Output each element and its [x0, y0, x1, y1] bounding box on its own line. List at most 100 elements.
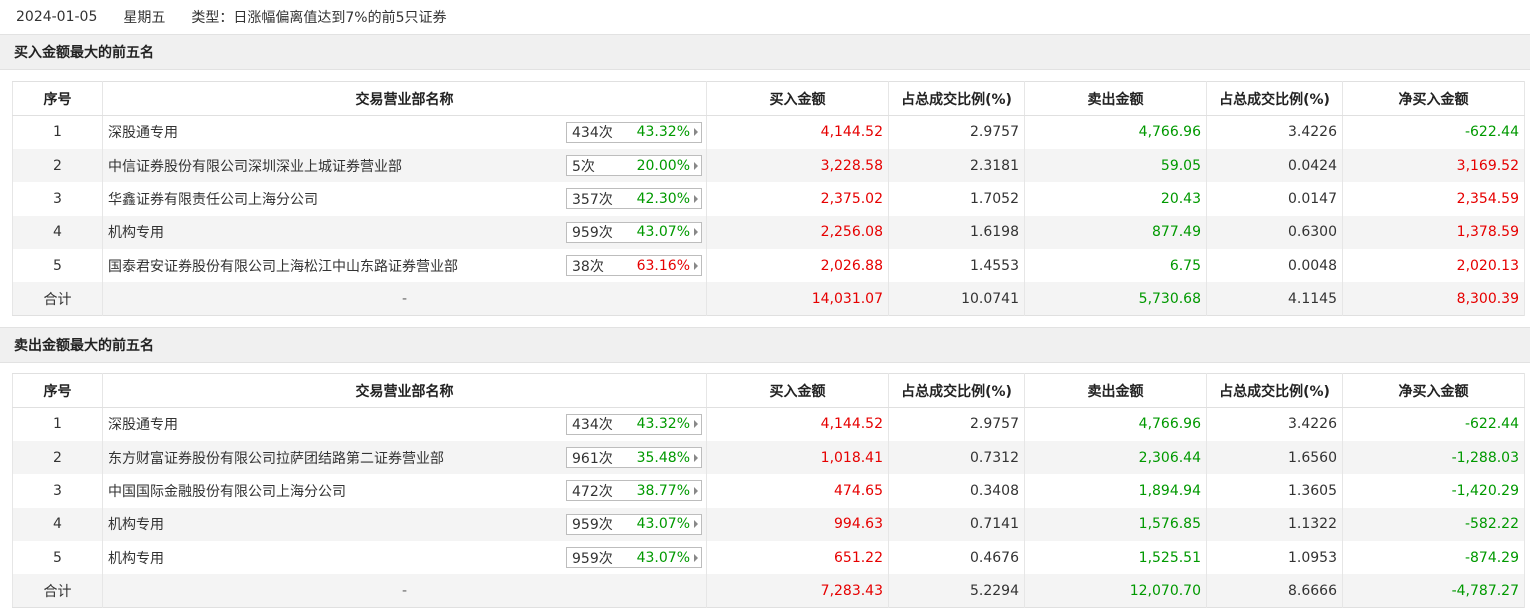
sell-amount: 59.05	[1024, 148, 1207, 183]
branch-name: 深股通专用	[108, 417, 178, 434]
buy-amount: 2,026.88	[706, 249, 889, 283]
branch-history-button[interactable]: 961次 35.48%	[566, 447, 702, 469]
buy-ratio: 2.9757	[888, 115, 1025, 149]
total-row: 合计 -7,283.43 5.2294 12,070.70 8.6666 -4,787.2…	[12, 574, 1525, 608]
branch-name-wrap: 中信证券股份有限公司深圳深业上城证券营业部 5次 20.00%	[108, 155, 706, 177]
branch-name: 中信证券股份有限公司深圳深业上城证券营业部	[108, 158, 402, 175]
branch-name-cell: 深股通专用 434次 43.32%	[102, 115, 707, 149]
branch-history-button[interactable]: 434次 43.32%	[566, 413, 702, 435]
branch-name-wrap: 机构专用 959次 43.07%	[108, 513, 706, 535]
buy-amount: 2,256.08	[706, 215, 889, 250]
col-header-buy-amount: 买入金额	[706, 81, 889, 116]
branch-name-cell: 机构专用 959次 43.07%	[102, 541, 707, 575]
branch-name: 东方财富证券股份有限公司拉萨团结路第二证券营业部	[108, 450, 444, 467]
buy-ratio: 0.3408	[888, 474, 1025, 508]
sell-ratio: 1.1322	[1206, 507, 1343, 542]
appearance-count: 5次	[572, 158, 595, 175]
caret-right-icon	[694, 453, 698, 462]
total-label: 合计	[12, 574, 103, 608]
total-label: 合计	[12, 282, 103, 316]
net-buy-amount: 2,020.13	[1342, 249, 1525, 283]
buy-amount: 3,228.58	[706, 148, 889, 183]
appearance-count: 959次	[572, 550, 613, 567]
net-buy-amount: 2,354.59	[1342, 182, 1525, 216]
sell-amount: 20.43	[1024, 182, 1207, 216]
net-buy-amount: -622.44	[1342, 115, 1525, 149]
table-row: 3 中国国际金融股份有限公司上海分公司 472次 38.77% 474.65 0.3408…	[12, 474, 1525, 508]
sell-ratio: 1.6560	[1206, 440, 1343, 475]
col-header-sell-ratio: 占总成交比例(%)	[1206, 373, 1343, 408]
branch-name-wrap: 深股通专用 434次 43.32%	[108, 121, 706, 143]
branch-name-wrap: 华鑫证券有限责任公司上海分公司 357次 42.30%	[108, 188, 706, 210]
sell-amount: 4,766.96	[1024, 407, 1207, 441]
branch-name-wrap: 机构专用 959次 43.07%	[108, 221, 706, 243]
success-rate: 43.32%	[636, 124, 690, 141]
buy-amount: 651.22	[706, 541, 889, 575]
branch-name: 国泰君安证券股份有限公司上海松江中山东路证券营业部	[108, 258, 458, 275]
col-header-sell-amount: 卖出金额	[1024, 373, 1207, 408]
total-branch-placeholder: -	[102, 574, 707, 608]
row-index: 3	[12, 474, 103, 508]
branch-name-wrap: 国泰君安证券股份有限公司上海松江中山东路证券营业部 38次 63.16%	[108, 255, 706, 277]
branch-name-cell: 中国国际金融股份有限公司上海分公司 472次 38.77%	[102, 474, 707, 508]
branch-name-cell: 国泰君安证券股份有限公司上海松江中山东路证券营业部 38次 63.16%	[102, 249, 707, 283]
sell-amount: 1,525.51	[1024, 541, 1207, 575]
buy-ratio: 0.7312	[888, 440, 1025, 475]
col-header-index: 序号	[12, 81, 103, 116]
table-row: 5 机构专用 959次 43.07% 651.22 0.4676 1,525.51 1.095…	[12, 541, 1525, 575]
trade-weekday: 星期五	[123, 10, 166, 26]
branch-name: 机构专用	[108, 225, 164, 242]
total-buy-amount: 14,031.07	[706, 282, 889, 316]
caret-right-icon	[694, 228, 698, 237]
row-index: 1	[12, 407, 103, 441]
sell-ratio: 1.0953	[1206, 541, 1343, 575]
branch-name-cell: 华鑫证券有限责任公司上海分公司 357次 42.30%	[102, 182, 707, 216]
caret-right-icon	[694, 261, 698, 270]
sell-amount: 4,766.96	[1024, 115, 1207, 149]
buy-top5-table: 序号 交易营业部名称 买入金额 占总成交比例(%) 卖出金额 占总成交比例(%)…	[12, 81, 1525, 316]
table-row: 3 华鑫证券有限责任公司上海分公司 357次 42.30% 2,375.02 1.7052…	[12, 182, 1525, 216]
buy-amount: 2,375.02	[706, 182, 889, 216]
sell-ratio: 0.0147	[1206, 182, 1343, 216]
branch-name-cell: 机构专用 959次 43.07%	[102, 507, 707, 542]
appearance-count: 38次	[572, 258, 604, 275]
success-rate: 43.32%	[636, 416, 690, 433]
appearance-count: 959次	[572, 225, 613, 242]
branch-name-wrap: 东方财富证券股份有限公司拉萨团结路第二证券营业部 961次 35.48%	[108, 447, 706, 469]
branch-history-button[interactable]: 959次 43.07%	[566, 547, 702, 569]
caret-right-icon	[694, 553, 698, 562]
row-index: 2	[12, 440, 103, 475]
total-buy-ratio: 5.2294	[888, 574, 1025, 608]
sell-ratio: 3.4226	[1206, 407, 1343, 441]
col-header-branch-name: 交易营业部名称	[102, 81, 707, 116]
net-buy-amount: 1,378.59	[1342, 215, 1525, 250]
total-net-buy: -4,787.27	[1342, 574, 1525, 608]
buy-ratio: 1.4553	[888, 249, 1025, 283]
buy-amount: 4,144.52	[706, 115, 889, 149]
sell-amount: 2,306.44	[1024, 440, 1207, 475]
sell-amount: 877.49	[1024, 215, 1207, 250]
branch-history-button[interactable]: 357次 42.30%	[566, 188, 702, 210]
table-header-row: 序号 交易营业部名称 买入金额 占总成交比例(%) 卖出金额 占总成交比例(%)…	[12, 81, 1525, 116]
success-rate: 38.77%	[636, 482, 690, 499]
branch-name: 华鑫证券有限责任公司上海分公司	[108, 191, 318, 208]
branch-history-button[interactable]: 472次 38.77%	[566, 480, 702, 502]
total-buy-amount: 7,283.43	[706, 574, 889, 608]
sell-amount: 1,894.94	[1024, 474, 1207, 508]
branch-history-button[interactable]: 959次 43.07%	[566, 513, 702, 535]
appearance-count: 472次	[572, 483, 613, 500]
col-header-buy-ratio: 占总成交比例(%)	[888, 373, 1025, 408]
buy-amount: 474.65	[706, 474, 889, 508]
total-buy-ratio: 10.0741	[888, 282, 1025, 316]
table-row: 2 东方财富证券股份有限公司拉萨团结路第二证券营业部 961次 35.48% 1,018…	[12, 440, 1525, 475]
branch-name-wrap: 机构专用 959次 43.07%	[108, 547, 706, 569]
col-header-net-buy: 净买入金额	[1342, 373, 1525, 408]
branch-history-button[interactable]: 5次 20.00%	[566, 155, 702, 177]
buy-ratio: 2.3181	[888, 148, 1025, 183]
branch-history-button[interactable]: 434次 43.32%	[566, 121, 702, 143]
success-rate: 35.48%	[636, 449, 690, 466]
branch-name-cell: 深股通专用 434次 43.32%	[102, 407, 707, 441]
branch-history-button[interactable]: 959次 43.07%	[566, 221, 702, 243]
branch-history-button[interactable]: 38次 63.16%	[566, 255, 702, 277]
sell-ratio: 1.3605	[1206, 474, 1343, 508]
